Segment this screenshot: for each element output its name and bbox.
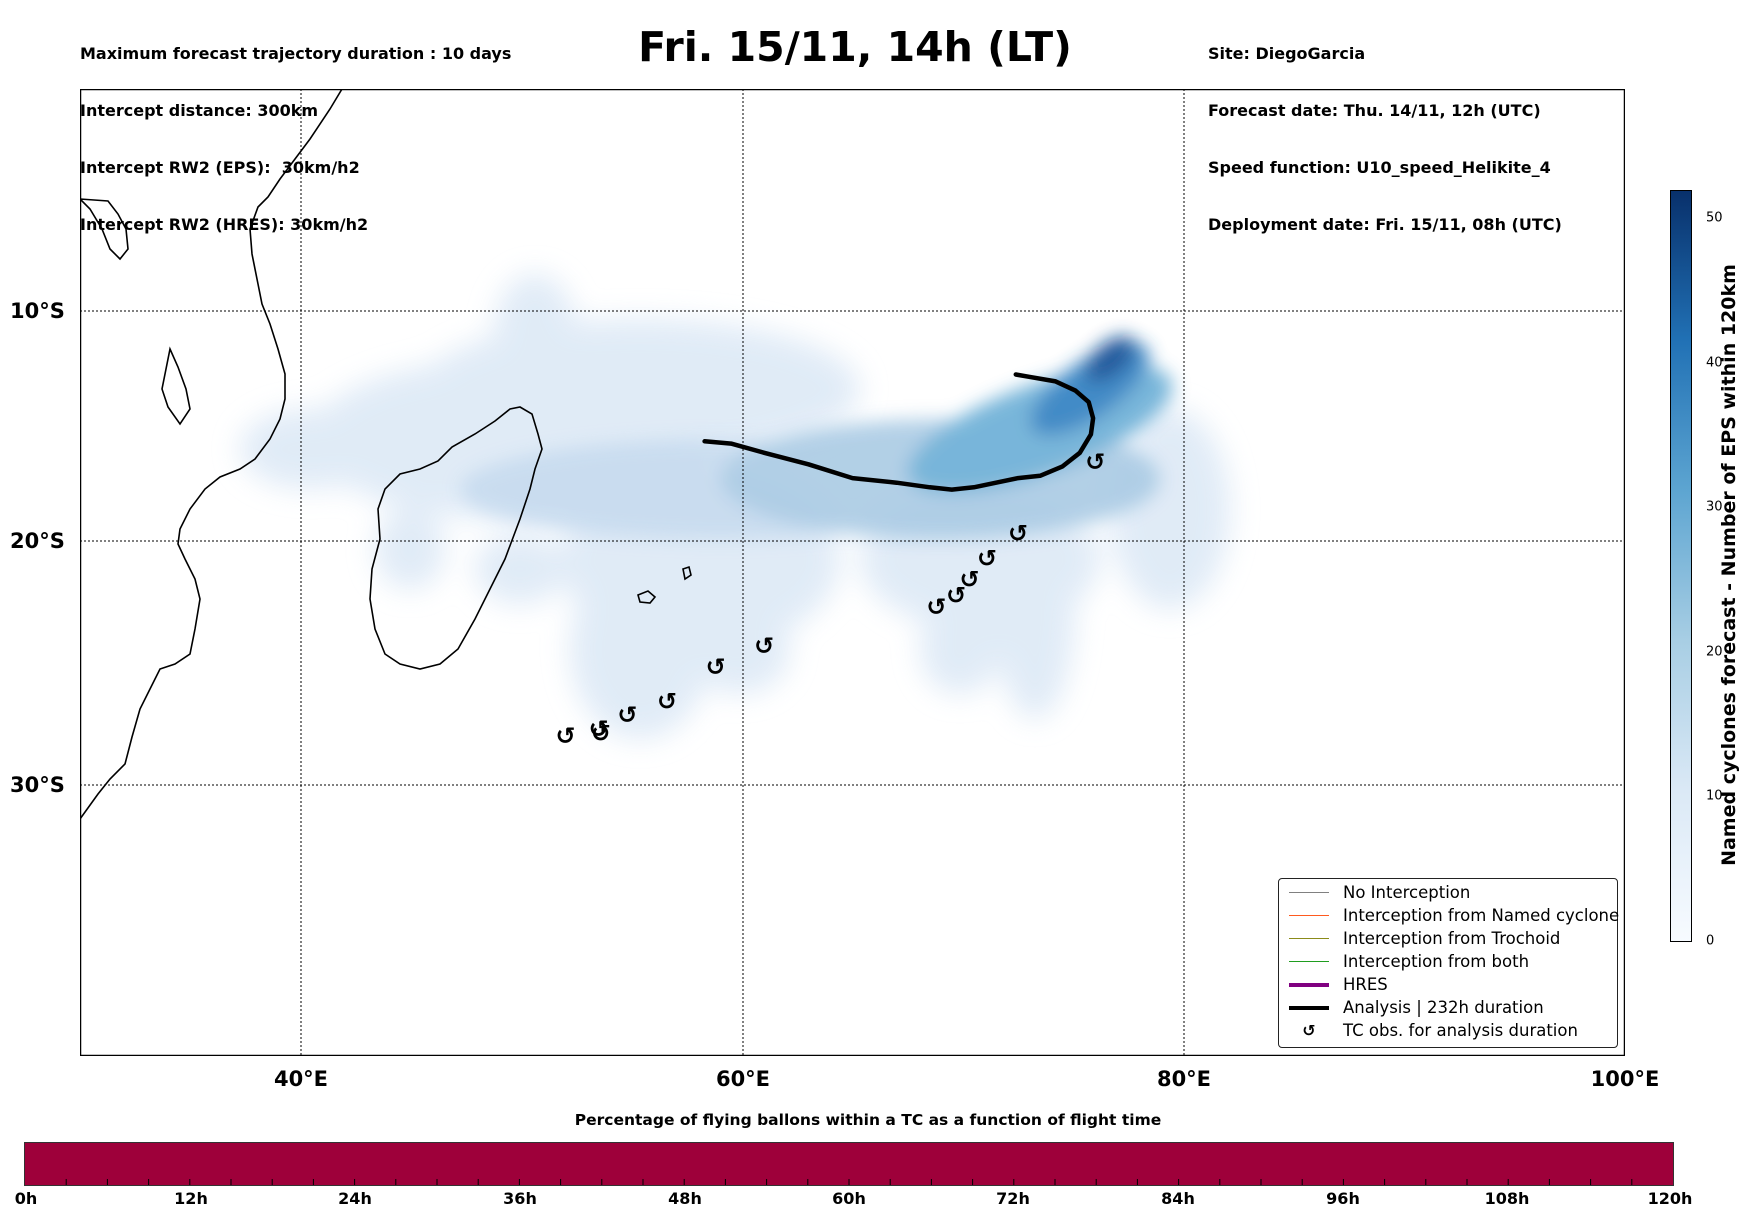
legend-label: Interception from Trochoid	[1343, 929, 1561, 948]
trajectory-parameters: Maximum forecast trajectory duration : 1…	[80, 6, 511, 253]
mauritius-coastline	[682, 565, 692, 581]
legend-entry: ↺ TC obs. for analysis duration	[1279, 1019, 1578, 1042]
legend-entry: Analysis | 232h duration	[1279, 996, 1544, 1019]
lat-label-30s: 30°S	[10, 773, 65, 797]
colorbar-label: Named cyclones forecast - Number of EPS …	[1718, 264, 1740, 866]
colorbar-tick: 10	[1706, 788, 1723, 804]
map-legend: No Interception Interception from Named …	[1278, 878, 1619, 1048]
flight-time-bar-title: Percentage of flying ballons within a TC…	[574, 1111, 1162, 1129]
flight-time-tick: 96h	[1326, 1189, 1360, 1208]
legend-entry: Interception from both	[1279, 950, 1529, 973]
tc-observation-markers: ↺ ↺↺↺ ↺↺↺↺ ↺↺↺↺↺	[556, 448, 1106, 750]
colorbar-tick: 40	[1706, 355, 1723, 371]
cyclone-marker-icon: ↺	[1302, 1021, 1316, 1040]
flight-time-tick: 24h	[338, 1189, 372, 1208]
legend-label: No Interception	[1343, 883, 1471, 902]
colorbar-tick: 0	[1706, 933, 1715, 949]
lat-label-20s: 20°S	[10, 529, 65, 553]
info-line: Intercept RW2 (EPS): 30km/h2	[80, 158, 360, 177]
legend-entry: Interception from Trochoid	[1279, 927, 1560, 950]
map-border	[80, 89, 1625, 1056]
flight-time-tick: 0h	[14, 1189, 38, 1208]
africa-coastline	[80, 89, 343, 820]
tc-observation-marker: ↺	[1085, 448, 1105, 476]
flight-time-tick: 36h	[503, 1189, 537, 1208]
tc-observation-marker: ↺	[926, 593, 946, 621]
flight-time-tick: 72h	[996, 1189, 1030, 1208]
info-line: Site: DiegoGarcia	[1208, 44, 1366, 63]
tc-observation-marker: ↺	[959, 565, 979, 593]
legend-swatch	[1289, 915, 1329, 916]
lat-label-10s: 10°S	[10, 299, 65, 323]
legend-label: HRES	[1343, 975, 1388, 994]
tc-observation-marker: ↺	[706, 653, 726, 681]
madagascar-coastline	[369, 406, 543, 670]
legend-swatch	[1289, 961, 1329, 962]
legend-label: Interception from both	[1343, 952, 1530, 971]
forecast-parameters: Site: DiegoGarcia Forecast date: Thu. 14…	[1208, 6, 1562, 253]
page-title: Fri. 15/11, 14h (LT)	[638, 23, 1072, 71]
tc-observation-marker: ↺	[1008, 519, 1028, 547]
flight-time-tick: 12h	[174, 1189, 208, 1208]
map-plot[interactable]: ↺ ↺↺↺ ↺↺↺↺ ↺↺↺↺↺	[80, 89, 1625, 1056]
flight-time-tick: 84h	[1161, 1189, 1195, 1208]
colorbar	[1670, 190, 1692, 942]
legend-entry: No Interception	[1279, 881, 1470, 904]
lon-label-80e: 80°E	[1156, 1067, 1212, 1091]
gridlines	[80, 89, 1625, 1056]
tc-observation-marker: ↺	[617, 701, 637, 729]
legend-swatch	[1289, 892, 1329, 893]
tc-observation-marker: ↺	[591, 720, 611, 748]
coastlines	[80, 89, 692, 820]
legend-label: TC obs. for analysis duration	[1343, 1021, 1578, 1040]
colorbar-tick: 30	[1706, 499, 1723, 515]
density-heatmap	[240, 274, 1230, 739]
tc-observation-marker: ↺	[946, 582, 966, 610]
legend-entry: Interception from Named cyclone	[1279, 904, 1619, 927]
reunion-coastline	[637, 590, 657, 604]
legend-label: Interception from Named cyclone	[1343, 906, 1620, 925]
tc-observation-marker: ↺	[977, 545, 997, 573]
tc-observation-marker: ↺	[754, 632, 774, 660]
flight-time-bar	[24, 1142, 1674, 1186]
tc-observation-marker: ↺	[556, 722, 576, 750]
legend-swatch	[1289, 938, 1329, 939]
tc-observation-marker: ↺	[589, 715, 609, 743]
info-line: Intercept RW2 (HRES): 30km/h2	[80, 215, 369, 234]
legend-label: Analysis | 232h duration	[1343, 998, 1544, 1017]
tc-observation-marker: ↺	[657, 687, 677, 715]
flight-time-tick: 108h	[1484, 1189, 1530, 1208]
info-line: Deployment date: Fri. 15/11, 08h (UTC)	[1208, 215, 1562, 234]
flight-time-tick: 60h	[832, 1189, 866, 1208]
colorbar-tick: 20	[1706, 644, 1723, 660]
flight-time-tick: 48h	[668, 1189, 702, 1208]
lon-label-60e: 60°E	[715, 1067, 771, 1091]
lon-label-100e: 100°E	[1590, 1067, 1660, 1091]
colorbar-tick: 50	[1706, 210, 1723, 226]
info-line: Maximum forecast trajectory duration : 1…	[80, 44, 512, 63]
legend-swatch	[1289, 1005, 1329, 1010]
legend-swatch	[1289, 982, 1329, 987]
info-line: Forecast date: Thu. 14/11, 12h (UTC)	[1208, 101, 1541, 120]
info-line: Speed function: U10_speed_Helikite_4	[1208, 158, 1551, 177]
lon-label-40e: 40°E	[273, 1067, 329, 1091]
flight-time-tick: 120h	[1647, 1189, 1693, 1208]
analysis-track-line	[702, 372, 1096, 492]
legend-entry: HRES	[1279, 973, 1388, 996]
info-line: Intercept distance: 300km	[80, 101, 319, 120]
